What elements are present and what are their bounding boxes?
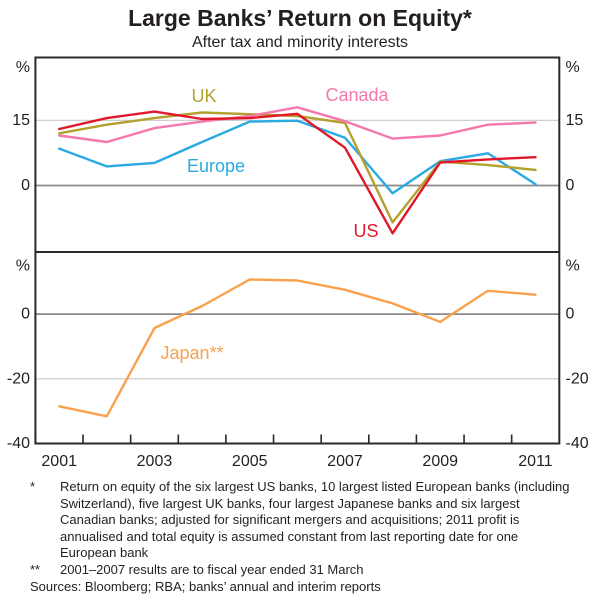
chart-subtitle: After tax and minority interests [191,34,409,51]
series-line-us [58,110,537,235]
y-tick-label-right: 0 [566,177,575,194]
x-tick-label: 2001 [41,453,77,470]
series-label-canada: Canada [325,85,389,105]
y-axis-unit-left: % [16,59,30,76]
y-tick-label-right: -40 [566,435,589,452]
y-tick-label-left: -40 [7,435,30,452]
footnote-star: * Return on equity of the six largest US… [30,479,575,562]
series-line-japan [58,278,537,418]
y-tick-label-right: 15 [566,112,584,129]
footnote-star-marker: * [30,479,36,494]
series-label-uk: UK [191,86,216,106]
x-tick-label: 2005 [232,453,268,470]
footnote-double-star-text: 2001–2007 results are to fiscal year end… [60,561,364,577]
series-label-us: US [353,221,378,241]
y-tick-label-left: 0 [21,306,30,323]
chart-title: Large Banks’ Return on Equity* [128,5,472,31]
y-tick-label-left: 15 [12,112,30,129]
y-axis-unit-left: % [16,258,30,275]
series-line-canada [58,106,537,144]
chart-canvas: Europe UK Canada US% % 15 15 0 0 Japan**% % 0 0 -20 -2… [7,56,589,470]
x-tick-label: 2009 [422,453,458,470]
footnote-double-star-marker: ** [30,561,41,577]
series-label-japan: Japan** [160,343,223,363]
series-line-europe [58,119,537,195]
footnotes: * Return on equity of the six largest US… [30,479,575,596]
y-axis-unit-right: % [566,258,580,275]
x-tick-label: 2007 [327,453,363,470]
y-tick-label-left: 0 [21,177,30,194]
y-axis-unit-right: % [566,59,580,76]
footnote-star-text: Return on equity of the six largest US b… [60,479,570,560]
series-line-uk [58,111,537,224]
x-tick-label: 2011 [518,453,553,470]
y-tick-label-left: -20 [7,370,30,387]
series-label-europe: Europe [187,156,245,176]
footnote-double-star: ** 2001–2007 results are to fiscal year … [30,562,575,579]
y-tick-label-right: 0 [566,306,575,323]
panel-frame [34,56,561,445]
y-tick-label-right: -20 [566,370,589,387]
sources-line: Sources: Bloomberg; RBA; banks’ annual a… [30,579,381,594]
x-tick-label: 2003 [137,453,173,470]
